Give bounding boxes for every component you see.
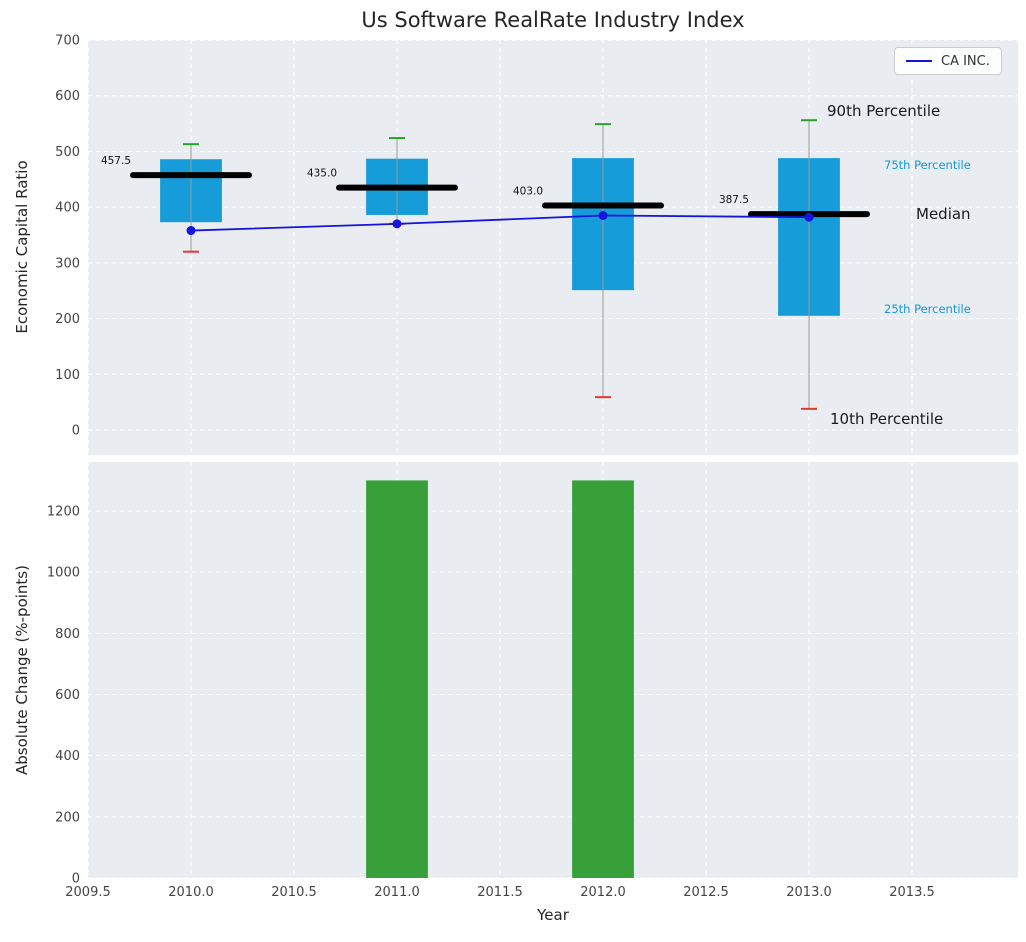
legend: CA INC.: [894, 47, 1002, 75]
y-tick-label-bottom: 0: [72, 872, 80, 887]
x-tick-label: 2013.0: [786, 885, 832, 900]
annotation-10th-percentile: 10th Percentile: [830, 410, 944, 428]
ca-inc-marker: [392, 219, 402, 229]
ca-inc-line: [190, 214, 810, 232]
y-tick-label-bottom: 1200: [47, 505, 80, 520]
chart-title: Us Software RealRate Industry Index: [361, 8, 745, 32]
y-tick-label-top: 700: [55, 34, 80, 49]
y-tick-label-top: 100: [55, 368, 80, 383]
y-tick-label-top: 400: [55, 201, 80, 216]
y-tick-label-bottom: 600: [55, 688, 80, 703]
median-value-label: 435.0: [307, 168, 337, 180]
y-tick-label-top: 600: [55, 89, 80, 104]
annotation-75th-percentile: 75th Percentile: [884, 158, 971, 172]
bar-2012: [572, 480, 634, 878]
annotation-25th-percentile: 25th Percentile: [884, 302, 971, 316]
x-tick-label: 2012.0: [580, 885, 626, 900]
y-tick-label-bottom: 1000: [47, 566, 80, 581]
y-tick-label-bottom: 200: [55, 810, 80, 825]
y-tick-label-top: 0: [72, 424, 80, 439]
x-tick-label: 2011.5: [477, 885, 523, 900]
ca-inc-marker: [598, 211, 608, 220]
annotation-median: Median: [916, 205, 971, 223]
y-tick-label-top: 200: [55, 312, 80, 327]
ca-inc-marker: [186, 226, 196, 236]
x-tick-label: 2012.5: [683, 885, 729, 900]
top-panel-background: [88, 40, 1018, 455]
annotation-90th-percentile: 90th Percentile: [827, 102, 941, 120]
x-tick-label: 2013.5: [889, 885, 935, 900]
median-value-label: 457.5: [101, 155, 131, 167]
y-tick-label-top: 500: [55, 145, 80, 160]
x-tick-label: 2010.5: [271, 885, 317, 900]
legend-line-swatch: [906, 60, 932, 62]
y-axis-label-bottom: Absolute Change (%-points): [13, 565, 31, 775]
x-axis-label: Year: [537, 906, 569, 924]
y-tick-label-top: 300: [55, 256, 80, 271]
x-tick-label: 2011.0: [374, 885, 420, 900]
legend-label: CA INC.: [941, 53, 990, 69]
y-axis-label-top: Economic Capital Ratio: [13, 160, 31, 334]
y-tick-label-bottom: 800: [55, 627, 80, 642]
median-value-label: 403.0: [513, 185, 543, 197]
bar-2011: [366, 480, 428, 878]
y-tick-label-bottom: 400: [55, 749, 80, 764]
bottom-panel-background: [88, 462, 1018, 878]
x-tick-label: 2010.0: [168, 885, 214, 900]
x-tick-label: 2009.5: [65, 885, 111, 900]
median-value-label: 387.5: [719, 194, 749, 206]
ca-inc-marker: [804, 212, 814, 222]
